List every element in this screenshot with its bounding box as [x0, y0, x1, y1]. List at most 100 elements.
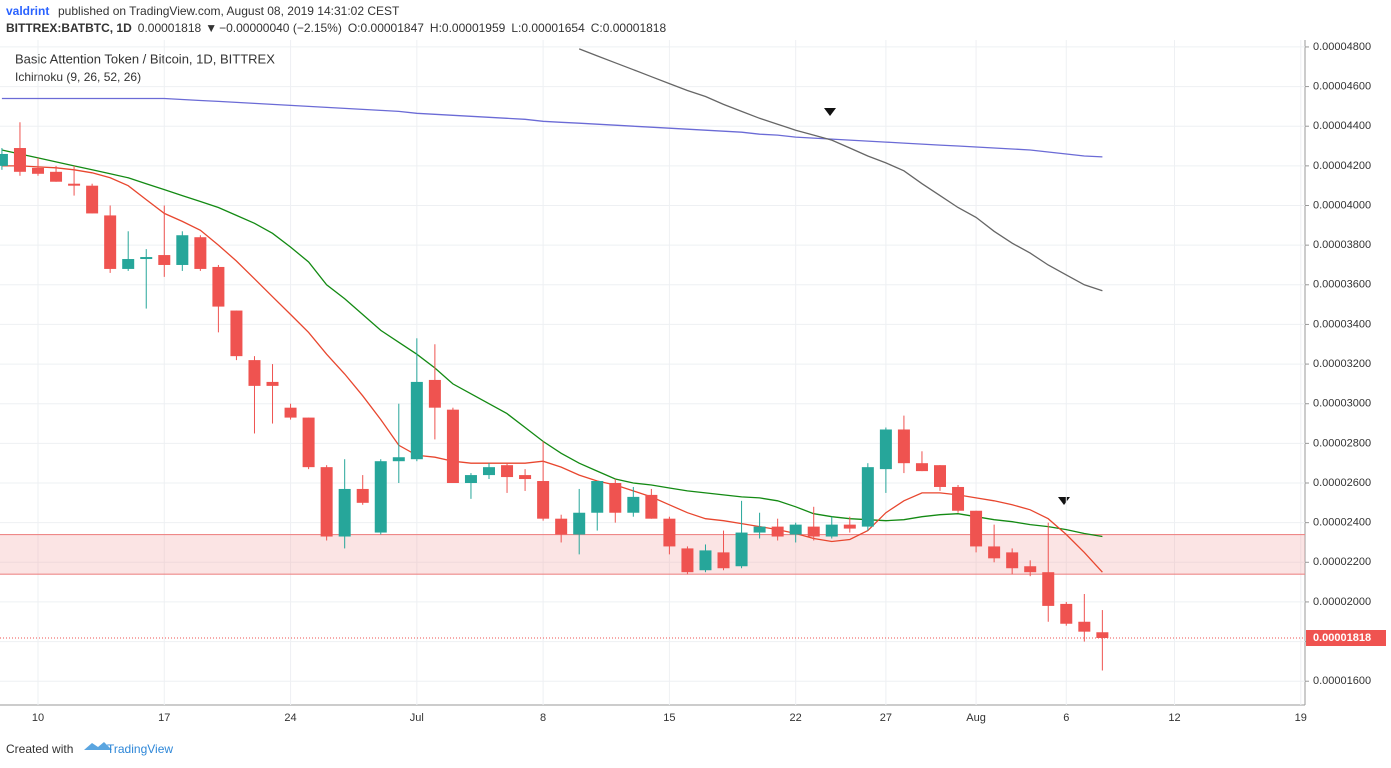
candle-body	[428, 379, 441, 408]
ohlc-key: O:	[348, 21, 361, 35]
x-tick-label: 12	[1168, 712, 1180, 724]
candle-body	[1006, 552, 1019, 569]
candle-body	[1096, 632, 1109, 639]
y-tick-label: 0.00004600	[1313, 80, 1371, 92]
y-tick-label: 0.00003000	[1313, 398, 1371, 410]
indicator-line	[1, 165, 1103, 573]
x-tick-label: 15	[663, 712, 675, 724]
candle-body	[807, 526, 820, 537]
candle-body	[970, 510, 983, 547]
candle-body	[879, 429, 892, 470]
candle-body	[753, 526, 766, 533]
x-tick-label: 6	[1063, 712, 1069, 724]
y-tick-label: 0.00004000	[1313, 199, 1371, 211]
ohlc-value: 0.00001959	[442, 21, 506, 35]
x-tick-label: 19	[1295, 712, 1307, 724]
y-tick-label: 0.00002200	[1313, 556, 1371, 568]
candle-body	[555, 518, 568, 535]
x-tick-label: Aug	[966, 712, 986, 724]
candle-body	[32, 167, 44, 174]
ohlc-value: 0.00001818	[603, 21, 667, 35]
candle-body	[302, 417, 315, 468]
candle-body	[212, 266, 225, 307]
published: published on TradingView.com, August 08,…	[58, 4, 400, 18]
ohlc-value: 0.00001847	[361, 21, 425, 35]
legend-indicator: Ichimoku (9, 26, 52, 26)	[15, 70, 141, 84]
candle-body	[464, 475, 477, 484]
candle-body	[915, 463, 928, 472]
plot	[0, 40, 1305, 705]
ohlc-key: L:	[511, 21, 521, 35]
indicator-line	[578, 48, 1103, 292]
header-price: 0.00001818	[138, 21, 202, 35]
candle-body	[825, 524, 838, 537]
candle-body	[50, 171, 63, 182]
legend-title: Basic Attention Token / Bitcoin, 1D, BIT…	[15, 51, 275, 66]
x-tick-label: 17	[158, 712, 170, 724]
candle-body	[861, 467, 874, 527]
candle-body	[13, 148, 26, 172]
y-tick-label: 0.00004200	[1313, 160, 1371, 172]
footer-brand: TradingView	[107, 742, 173, 756]
candle-body	[1024, 566, 1037, 573]
last-price-label: 0.00001818	[1313, 632, 1371, 644]
candle-body	[645, 494, 658, 519]
candle-body	[86, 185, 99, 214]
ohlc-value: 0.00001654	[521, 21, 585, 35]
ohlc-key: C:	[591, 21, 603, 35]
candle-body	[897, 429, 910, 464]
candle-body	[699, 550, 712, 571]
candle-body	[392, 457, 405, 462]
candle-body	[140, 257, 153, 260]
candle-body	[248, 360, 261, 386]
y-tick-label: 0.00003400	[1313, 318, 1371, 330]
down-arrow-marker	[824, 108, 836, 116]
x-tick-label: 22	[790, 712, 802, 724]
ohlc-key: H:	[430, 21, 442, 35]
candle-body	[843, 524, 856, 529]
candle-body	[483, 467, 495, 476]
candle-body	[104, 215, 117, 269]
indicator-line	[1, 149, 1103, 538]
candle-body	[609, 483, 622, 513]
candle-body	[68, 183, 81, 186]
candle-body	[410, 381, 423, 460]
candle-body	[771, 526, 784, 537]
tv-logo	[84, 742, 112, 750]
support-zone	[0, 534, 1305, 575]
header: valdrint published on TradingView.com, A…	[6, 4, 400, 35]
x-tick-label: 8	[540, 712, 546, 724]
x-tick-label: Jul	[410, 712, 424, 724]
candle-body	[952, 486, 965, 511]
candle-body	[934, 465, 946, 487]
candle-body	[176, 235, 189, 265]
candle-body	[122, 259, 135, 269]
plot-area	[0, 40, 1305, 705]
header-arrow: ▼	[205, 21, 217, 35]
header-change: −0.00000040 (−2.15%)	[219, 21, 342, 35]
y-tick-label: 0.00003600	[1313, 279, 1371, 291]
y-tick-label: 0.00003200	[1313, 358, 1371, 370]
candle-body	[284, 407, 297, 418]
candle-body	[501, 465, 514, 478]
y-tick-label: 0.00001600	[1313, 675, 1371, 687]
candle-body	[374, 461, 387, 533]
y-tick-label: 0.00004400	[1313, 120, 1371, 132]
y-tick-label: 0.00004800	[1313, 41, 1371, 53]
candle-body	[320, 467, 333, 537]
candle-body	[356, 488, 369, 503]
candle-body	[1060, 603, 1073, 624]
y-tick-label: 0.00003800	[1313, 239, 1371, 251]
symbol: BITTREX:BATBTC, 1D	[6, 21, 132, 35]
candle-body	[1078, 621, 1091, 632]
y-tick-label: 0.00002000	[1313, 596, 1371, 608]
candle-body	[519, 475, 532, 480]
x-tick-label: 24	[284, 712, 296, 724]
candle-body	[627, 496, 640, 513]
x-tick-label: 10	[32, 712, 44, 724]
candle-body	[0, 153, 8, 166]
candle-body	[1042, 572, 1055, 606]
candle-body	[735, 532, 748, 567]
candle-body	[681, 548, 694, 573]
